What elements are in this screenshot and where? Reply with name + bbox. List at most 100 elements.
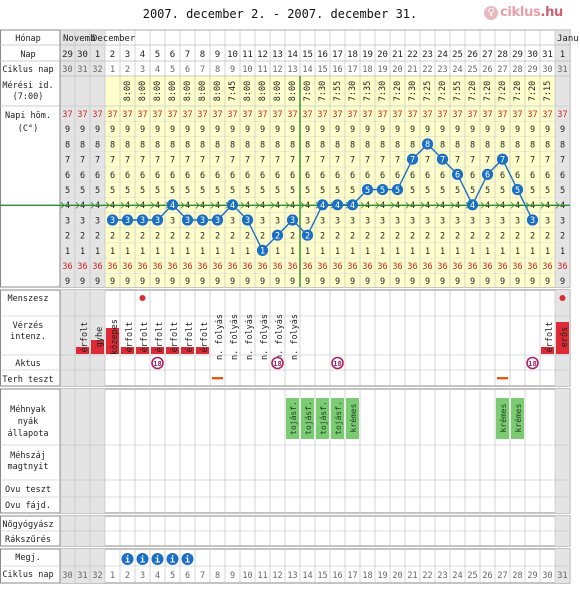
cycle-day-bottom-number: 5 bbox=[170, 571, 175, 581]
temp-scale-digit: 37 bbox=[422, 110, 432, 120]
temp-scale-digit: 7 bbox=[470, 156, 475, 166]
coverline-tick bbox=[480, 201, 485, 209]
yellow-cell bbox=[165, 76, 180, 287]
measure-time: 7:30 bbox=[378, 81, 388, 101]
ciklus-logo[interactable]: ♀ ciklus.hu bbox=[484, 5, 563, 20]
temperature-point bbox=[451, 168, 464, 180]
measure-time: 7:20 bbox=[528, 81, 538, 101]
temp-scale-digit: 5 bbox=[410, 186, 415, 196]
measure-time: 7:20 bbox=[438, 81, 448, 101]
temp-scale-digit: 36 bbox=[197, 262, 207, 272]
temp-scale-digit: 9 bbox=[380, 125, 385, 135]
temperature-point-label: 7 bbox=[500, 155, 505, 165]
label-temp-2: (C°) bbox=[18, 124, 38, 134]
temp-scale-digit: 2 bbox=[140, 232, 145, 242]
temp-scale-digit: 8 bbox=[335, 140, 340, 150]
temp-scale-digit: 36 bbox=[62, 262, 72, 272]
temperature-point-label: 2 bbox=[305, 231, 310, 241]
note-icon bbox=[166, 553, 179, 565]
day-number: 27 bbox=[482, 50, 493, 60]
temp-scale-digit: 5 bbox=[500, 186, 505, 196]
gray-column bbox=[90, 30, 105, 287]
temperature-point-label: 5 bbox=[365, 186, 370, 196]
bleeding-label: n. folyás bbox=[275, 314, 285, 360]
temp-scale-digit: 2 bbox=[335, 232, 340, 242]
temp-scale-digit: 37 bbox=[317, 110, 327, 120]
temp-scale-digit: 9 bbox=[275, 125, 280, 135]
temp-scale-digit: 37 bbox=[122, 110, 132, 120]
temp-scale-digit: 36 bbox=[527, 262, 537, 272]
temp-scale-digit: 2 bbox=[485, 232, 490, 242]
cycle-day-bottom-number: 29 bbox=[527, 571, 537, 581]
bleeding-label: érfolt bbox=[124, 322, 135, 353]
mucus-box bbox=[511, 398, 524, 439]
temp-scale-digit: 9 bbox=[350, 277, 355, 287]
mucus-label: tojásf. bbox=[319, 401, 328, 435]
label-measure-2: (7:00) bbox=[13, 92, 44, 102]
label-month: Hónap bbox=[15, 33, 41, 44]
temp-scale-digit: 3 bbox=[470, 216, 475, 226]
cycle-day-bottom-number: 19 bbox=[377, 571, 387, 581]
gray-column bbox=[60, 290, 75, 386]
temperature-point bbox=[421, 138, 434, 150]
temp-scale-digit: 37 bbox=[437, 110, 447, 120]
temp-scale-digit: 7 bbox=[260, 156, 265, 166]
temp-scale-digit: 37 bbox=[92, 110, 102, 120]
temp-scale-digit: 9 bbox=[395, 277, 400, 287]
coverline-tick bbox=[555, 201, 560, 209]
temp-scale-digit: 9 bbox=[215, 277, 220, 287]
temp-scale-digit: 9 bbox=[140, 277, 145, 287]
temp-scale-digit: 5 bbox=[545, 186, 550, 196]
day-number: 13 bbox=[272, 50, 283, 60]
day-number: 25 bbox=[452, 50, 463, 60]
bleeding-label: n. folyás bbox=[230, 314, 240, 360]
temp-scale-digit: 2 bbox=[80, 232, 85, 242]
temp-scale-digit: 2 bbox=[65, 232, 70, 242]
temp-scale-digit: 9 bbox=[110, 125, 115, 135]
coverline-tick bbox=[60, 201, 65, 209]
temperature-point-label: 3 bbox=[140, 216, 145, 226]
note-icon-label: i bbox=[125, 555, 131, 566]
pregnancy-test-mark bbox=[497, 377, 508, 380]
temp-scale-digit: 36 bbox=[122, 262, 132, 272]
temperature-point-label: 6 bbox=[485, 171, 490, 181]
temp-scale-digit: 1 bbox=[515, 247, 520, 257]
logo-icon: ♀ bbox=[484, 6, 498, 20]
mucus-box bbox=[496, 398, 509, 439]
temp-scale-digit: 6 bbox=[410, 171, 415, 181]
temp-scale-digit: 8 bbox=[290, 140, 295, 150]
temperature-point-label: 5 bbox=[380, 186, 385, 196]
temperature-point bbox=[181, 214, 194, 226]
temp-scale-digit: 36 bbox=[257, 262, 267, 272]
temp-scale-digit: 6 bbox=[230, 171, 235, 181]
temperature-point-label: 1 bbox=[260, 247, 265, 257]
temp-scale-digit: 4 bbox=[560, 201, 565, 211]
yellow-cell bbox=[480, 76, 495, 287]
measure-time: 7:35 bbox=[363, 81, 373, 101]
temp-scale-digit: 9 bbox=[515, 125, 520, 135]
temp-scale-digit: 2 bbox=[395, 232, 400, 242]
coverline-tick bbox=[285, 201, 290, 209]
temp-scale-digit: 3 bbox=[260, 216, 265, 226]
temp-scale-digit: 9 bbox=[440, 125, 445, 135]
bleeding-label: n. folyás bbox=[290, 314, 300, 360]
temp-scale-digit: 1 bbox=[170, 247, 175, 257]
temp-scale-digit: 5 bbox=[335, 186, 340, 196]
temperature-point-label: 3 bbox=[200, 216, 205, 226]
temp-scale-digit: 6 bbox=[290, 171, 295, 181]
temperature-point bbox=[511, 184, 524, 196]
yellow-cell bbox=[195, 76, 210, 287]
temperature-point-label: 4 bbox=[335, 201, 340, 211]
temp-scale-digit: 9 bbox=[530, 277, 535, 287]
temp-scale-digit: 5 bbox=[470, 186, 475, 196]
cycle-day-bottom-number: 18 bbox=[362, 571, 372, 581]
note-icon-label: i bbox=[155, 555, 161, 566]
cycle-day-bottom-number: 8 bbox=[215, 571, 220, 581]
temp-scale-digit: 3 bbox=[80, 216, 85, 226]
temp-scale-digit: 9 bbox=[185, 125, 190, 135]
coverline-tick bbox=[120, 201, 125, 209]
temperature-point bbox=[121, 214, 134, 226]
temp-scale-digit: 36 bbox=[302, 262, 312, 272]
label-cycle-day-bottom: Ciklus nap bbox=[2, 570, 53, 580]
temp-scale-digit: 2 bbox=[350, 232, 355, 242]
